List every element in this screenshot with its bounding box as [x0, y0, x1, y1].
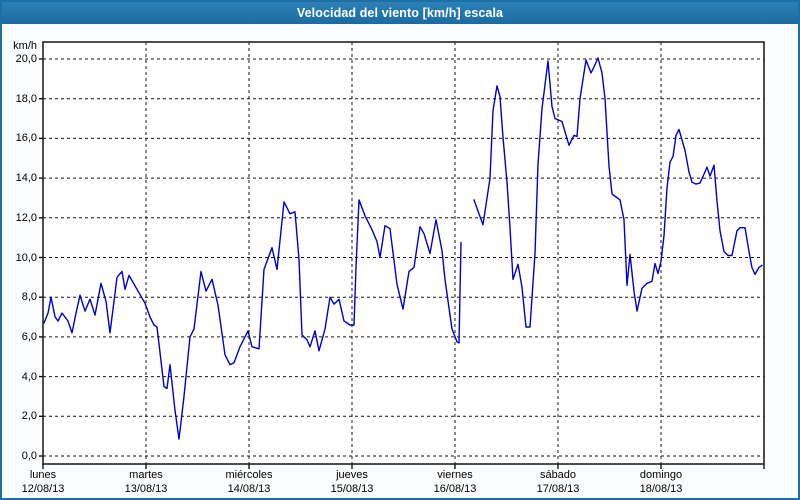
x-tick-label: viernes 16/08/13 [434, 468, 477, 496]
day-name-label: miércoles [225, 469, 273, 481]
day-name-label: viernes [437, 469, 473, 481]
day-date-label: 13/08/13 [124, 483, 168, 495]
day-name-label: martes [129, 469, 163, 481]
day-date-label: 12/08/13 [21, 483, 65, 495]
y-tick-label: 6,0 [21, 330, 37, 343]
x-tick-label: jueves 15/08/13 [331, 468, 374, 496]
y-tick-label: 0,0 [21, 450, 37, 462]
x-tick-label: martes 13/08/13 [125, 468, 168, 496]
y-tick-label: 20,0 [15, 53, 37, 65]
y-tick-label: 10,0 [15, 251, 37, 264]
wind-speed-line [43, 199, 462, 440]
x-tick-label: lunes 12/08/13 [22, 468, 65, 496]
day-date-label: 18/08/13 [639, 483, 683, 495]
day-date-label: 16/08/13 [433, 483, 477, 495]
wind-speed-line [473, 57, 763, 328]
y-tick-label: 12,0 [15, 211, 37, 224]
plot-area [39, 41, 765, 469]
day-date-label: 14/08/13 [227, 483, 271, 495]
day-name-label: lunes [29, 469, 57, 481]
y-axis-unit-label: km/h [13, 40, 37, 52]
y-tick-label: 2,0 [21, 410, 37, 423]
y-tick-label: 16,0 [15, 132, 37, 145]
x-tick-label: domingo 18/08/13 [640, 468, 683, 496]
x-tick-label: sábado 17/08/13 [537, 468, 580, 496]
x-tick-label: miércoles 14/08/13 [225, 468, 272, 496]
day-name-label: jueves [336, 469, 368, 481]
day-name-label: sábado [539, 469, 577, 481]
day-name-label: domingo [639, 469, 683, 481]
day-date-label: 17/08/13 [536, 483, 580, 495]
y-tick-label: 14,0 [15, 172, 37, 185]
window-title: Velocidad del viento [km/h] escala [296, 6, 504, 20]
y-tick-label: 8,0 [21, 291, 37, 304]
title-bar: Velocidad del viento [km/h] escala [2, 2, 798, 24]
y-tick-label: 18,0 [15, 92, 37, 105]
plot-background [43, 42, 764, 464]
y-tick-label: 4,0 [21, 370, 37, 383]
plot-border [42, 41, 765, 465]
day-date-label: 15/08/13 [330, 483, 374, 495]
